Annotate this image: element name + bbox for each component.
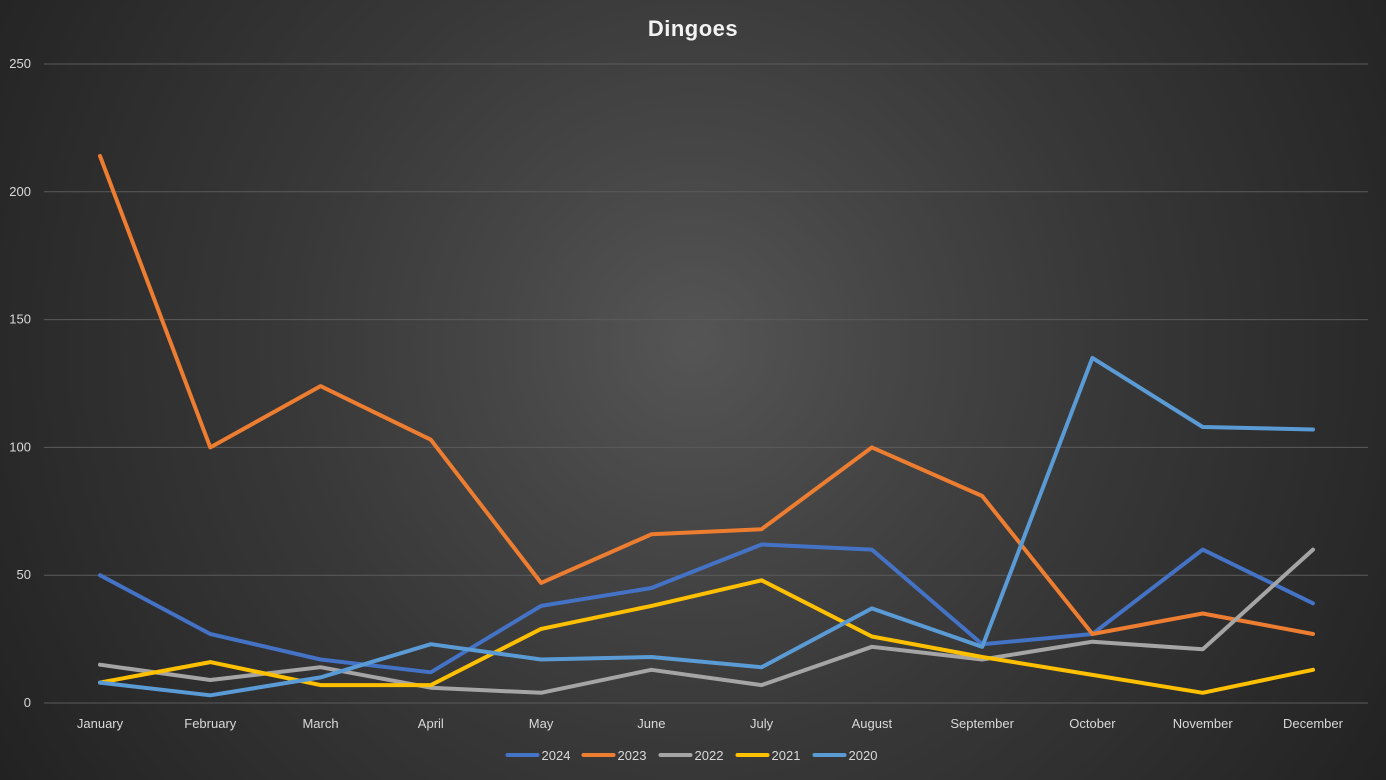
gridlines xyxy=(44,63,1368,704)
legend-label: 2022 xyxy=(695,748,724,763)
y-tick-label: 0 xyxy=(24,695,31,710)
x-tick-label: July xyxy=(750,716,774,731)
legend-label: 2023 xyxy=(618,748,647,763)
y-tick-label: 250 xyxy=(9,56,31,71)
x-tick-label: May xyxy=(529,716,554,731)
x-tick-label: June xyxy=(637,716,665,731)
series-line-2024 xyxy=(98,542,1315,675)
y-tick-label: 50 xyxy=(17,567,31,582)
x-axis-labels: January February March April May June July Augu… xyxy=(77,716,1344,731)
x-tick-label: April xyxy=(418,716,444,731)
x-tick-label: September xyxy=(950,716,1014,731)
x-tick-label: January xyxy=(77,716,124,731)
x-tick-label: November xyxy=(1173,716,1234,731)
series-line-2020 xyxy=(98,355,1315,698)
legend-item-2021: 2021 xyxy=(735,748,801,763)
legend: 2024 2023 2022 2021 2020 xyxy=(505,748,878,763)
x-tick-label: December xyxy=(1283,716,1344,731)
series-line-2022 xyxy=(98,547,1315,695)
series-lines xyxy=(98,154,1315,698)
legend-item-2023: 2023 xyxy=(581,748,647,763)
legend-label: 2024 xyxy=(542,748,571,763)
x-tick-label: March xyxy=(302,716,338,731)
legend-item-2020: 2020 xyxy=(812,748,878,763)
legend-item-2024: 2024 xyxy=(505,748,571,763)
x-tick-label: February xyxy=(184,716,237,731)
chart-title: Dingoes xyxy=(648,16,738,41)
x-tick-label: August xyxy=(852,716,893,731)
y-axis-labels: 0 50 100 150 200 250 xyxy=(9,56,31,710)
legend-label: 2021 xyxy=(772,748,801,763)
y-tick-label: 100 xyxy=(9,439,31,454)
y-tick-label: 150 xyxy=(9,312,31,327)
legend-label: 2020 xyxy=(849,748,878,763)
y-tick-label: 200 xyxy=(9,184,31,199)
x-tick-label: October xyxy=(1069,716,1116,731)
series-line-2023 xyxy=(98,154,1315,636)
legend-item-2022: 2022 xyxy=(658,748,724,763)
